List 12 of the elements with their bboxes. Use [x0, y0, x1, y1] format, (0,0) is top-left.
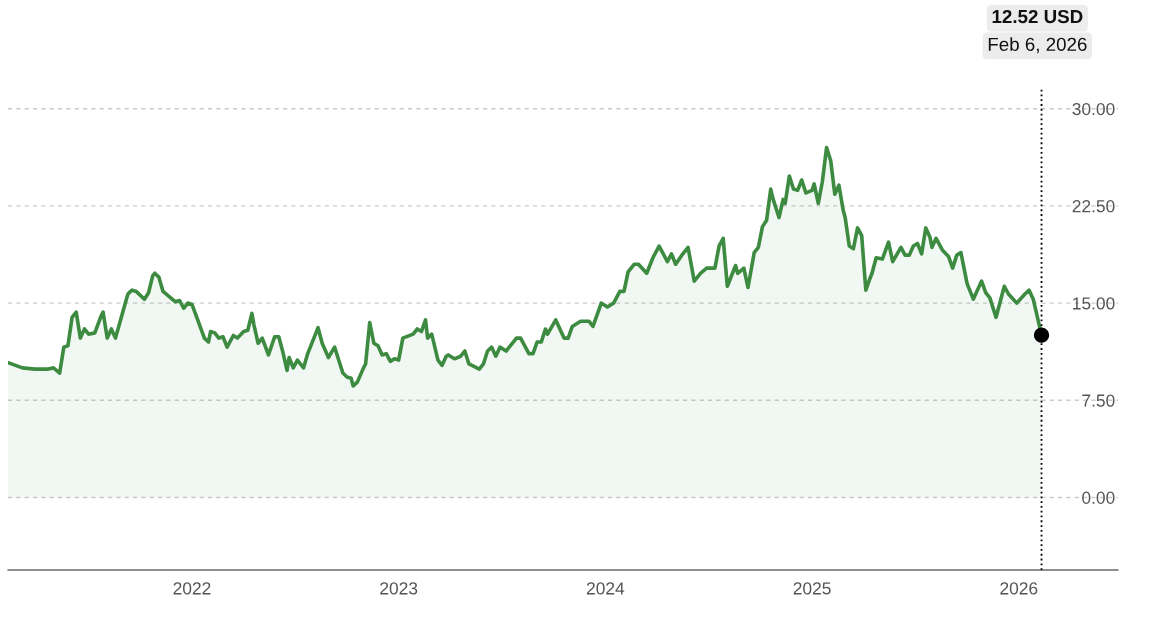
x-tick-label: 2025: [793, 582, 831, 595]
y-tick-label: 7.50: [1082, 394, 1115, 407]
text: 12.52 USD: [992, 9, 1083, 24]
x-tick-label: 2026: [1000, 582, 1038, 595]
text: Feb 6, 2026: [988, 37, 1087, 54]
x-tick-label: 2024: [586, 582, 625, 595]
x-tick-label: 2022: [173, 582, 211, 595]
y-tick-label: 15.00: [1073, 297, 1115, 310]
y-tick-label: 30.00: [1072, 102, 1115, 116]
y-tick-label: 0.00: [1082, 491, 1115, 504]
x-tick-label: 2023: [380, 582, 418, 595]
y-tick-label: 22.50: [1072, 200, 1115, 213]
